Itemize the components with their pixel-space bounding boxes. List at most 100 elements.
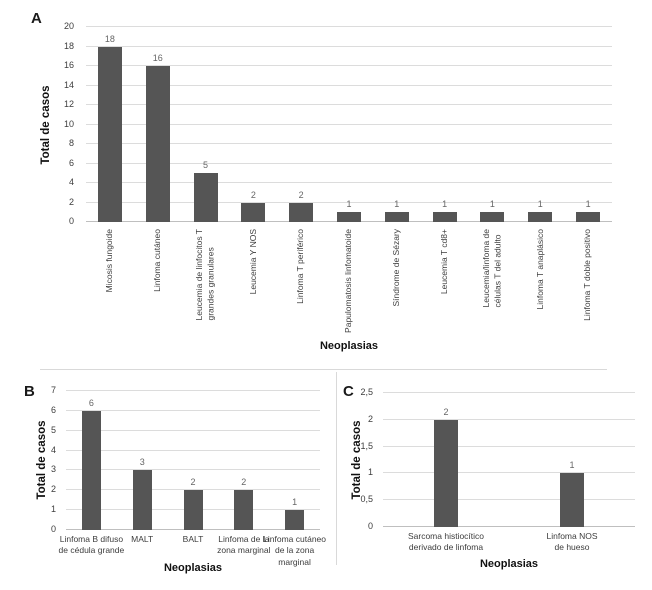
vertical-divider bbox=[336, 372, 337, 565]
bar bbox=[97, 46, 122, 222]
x-tick-label: Leucemia de linfocitos T grandes granula… bbox=[194, 229, 216, 321]
gridline bbox=[86, 201, 612, 203]
y-tick-label: 1 bbox=[50, 504, 56, 515]
x-axis-title: Neoplasias bbox=[163, 562, 223, 574]
y-tick-label: 10 bbox=[63, 118, 74, 129]
x-tick-label: Linfoma cutáneo bbox=[151, 229, 162, 292]
y-tick-label: 1,5 bbox=[360, 440, 373, 451]
y-tick-label: 4 bbox=[68, 177, 74, 187]
bar bbox=[576, 212, 601, 222]
x-tick-label: Leucemia/linfoma de células T del adulto bbox=[480, 229, 503, 308]
gridline bbox=[86, 45, 612, 47]
bar bbox=[480, 212, 505, 222]
bar bbox=[560, 473, 584, 527]
bar-value-label: 2 bbox=[250, 189, 256, 200]
y-tick-label: 4 bbox=[50, 444, 56, 455]
gridline bbox=[66, 409, 320, 411]
x-category: Linfoma de la zona marginal bbox=[206, 534, 282, 580]
gridline bbox=[86, 123, 612, 125]
gridline bbox=[86, 104, 612, 105]
bar bbox=[384, 212, 409, 222]
x-tick-label: Papulomatosis linfomatoide bbox=[343, 229, 354, 333]
x-tick-label: Linfoma T periférico bbox=[295, 229, 306, 304]
bar bbox=[432, 212, 457, 222]
y-tick-label: 0 bbox=[68, 216, 74, 226]
y-tick-label: 3 bbox=[50, 464, 56, 475]
x-category: Síndrome de Sézary bbox=[373, 229, 421, 343]
y-tick-label: 2 bbox=[50, 484, 56, 495]
x-category: Papulomatosis linfomatoide bbox=[325, 229, 373, 343]
horizontal-divider bbox=[40, 369, 607, 370]
x-axis-title: Neoplasias bbox=[319, 340, 379, 352]
x-tick-label: Linfoma de la zona marginal bbox=[217, 534, 271, 556]
x-category: Leucemia/linfoma de células T del adulto bbox=[469, 229, 517, 343]
y-tick-label: 6 bbox=[68, 157, 74, 168]
bar bbox=[285, 510, 305, 530]
bar-value-label: 1 bbox=[442, 199, 448, 210]
panel-letter-b: B bbox=[24, 383, 35, 400]
plot-area: 6 3 2 2 1 bbox=[66, 390, 320, 530]
x-tick-label: Linfoma cutáneo de la zona marginal bbox=[263, 534, 327, 567]
bar-value-label: 16 bbox=[152, 53, 163, 63]
bar-value-label: 1 bbox=[394, 199, 400, 210]
y-tick-label: 8 bbox=[68, 138, 74, 148]
x-axis-title: Neoplasias bbox=[479, 558, 539, 570]
gridline bbox=[383, 445, 635, 447]
y-tick-label: 6 bbox=[50, 404, 56, 415]
x-tick-label: Leucemia Y NOS bbox=[247, 229, 258, 295]
bar-value-label: 2 bbox=[443, 406, 449, 417]
y-tick-label: 2,5 bbox=[360, 387, 373, 397]
y-tick-label: 14 bbox=[63, 79, 74, 90]
bar bbox=[132, 470, 152, 530]
x-category: Leucemia T cd8+ bbox=[421, 229, 469, 343]
gridline bbox=[383, 526, 635, 527]
bar-value-label: 1 bbox=[346, 199, 352, 210]
bar-value-label: 1 bbox=[537, 199, 543, 210]
x-category: Linfoma T doble positivo bbox=[564, 229, 612, 343]
x-category: Micosis fungoide bbox=[86, 229, 134, 343]
bar-value-label: 6 bbox=[88, 397, 94, 408]
gridline bbox=[86, 162, 612, 164]
x-tick-label: Síndrome de Sézary bbox=[391, 229, 402, 307]
x-category: Linfoma B difuso de cédula grande bbox=[53, 534, 129, 580]
gridline bbox=[66, 449, 320, 451]
gridline bbox=[86, 26, 612, 27]
bar-value-label: 1 bbox=[569, 460, 575, 471]
y-tick-label: 1 bbox=[367, 467, 373, 478]
bar-value-label: 3 bbox=[139, 457, 145, 468]
x-tick-label: Sarcoma histiocítico derivado de linfoma bbox=[407, 531, 485, 553]
y-tick-label: 0 bbox=[367, 521, 373, 531]
x-category: Leucemia Y NOS bbox=[229, 229, 277, 343]
x-category: Linfoma cutáneo de la zona marginal bbox=[257, 534, 333, 580]
x-category: Sarcoma histiocítico derivado de linfoma bbox=[386, 531, 506, 565]
bar bbox=[241, 202, 266, 222]
bar-value-label: 1 bbox=[585, 199, 591, 210]
y-axis-ticks: 0 2 4 6 8 10 12 14 16 18 20 bbox=[36, 21, 78, 226]
bar-value-label: 5 bbox=[203, 160, 209, 171]
bar bbox=[81, 410, 101, 530]
bar-value-label: 2 bbox=[241, 477, 247, 488]
plot-area: 18 16 5 2 2 1 1 1 1 1 1 bbox=[86, 26, 612, 222]
y-tick-label: 7 bbox=[50, 385, 56, 395]
y-tick-label: 20 bbox=[63, 21, 74, 31]
y-tick-label: 0 bbox=[50, 524, 56, 534]
gridline bbox=[86, 84, 612, 86]
x-category: Linfoma NOS de hueso bbox=[512, 531, 632, 565]
x-axis-labels: Micosis fungoide Linfoma cutáneo Leucemia … bbox=[86, 229, 612, 343]
bar bbox=[193, 173, 218, 222]
gridline bbox=[86, 182, 612, 183]
x-axis-labels: Sarcoma histiocítico derivado de linfoma… bbox=[383, 531, 635, 565]
gridline bbox=[66, 469, 320, 471]
x-category: BALT bbox=[155, 534, 231, 580]
gridline bbox=[383, 472, 635, 474]
gridline bbox=[383, 499, 635, 501]
x-tick-label: Micosis fungoide bbox=[104, 229, 115, 293]
y-tick-label: 16 bbox=[63, 60, 74, 70]
x-category: Linfoma T anaplásico bbox=[516, 229, 564, 343]
bar bbox=[145, 66, 170, 222]
x-tick-label: Linfoma B difuso de cédula grande bbox=[58, 534, 125, 556]
gridline bbox=[66, 489, 320, 491]
x-tick-label: Linfoma T anaplásico bbox=[534, 229, 545, 310]
